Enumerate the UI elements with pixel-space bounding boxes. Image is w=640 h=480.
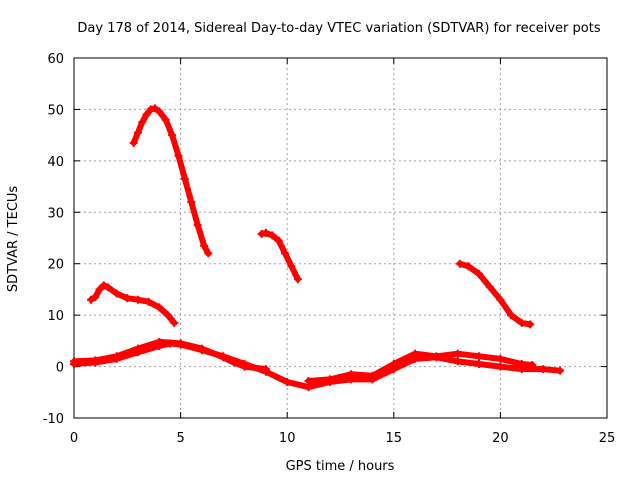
- data-point: [455, 259, 464, 268]
- data-point: [155, 303, 164, 312]
- data-series: [70, 104, 565, 392]
- data-point: [325, 375, 334, 384]
- data-point: [368, 371, 377, 380]
- data-point: [496, 354, 505, 363]
- x-tick-label: 0: [70, 431, 78, 446]
- data-point: [229, 358, 238, 367]
- data-point: [163, 311, 172, 320]
- data-point: [123, 294, 132, 303]
- data-point: [219, 353, 228, 362]
- data-point: [261, 228, 270, 237]
- y-tick-label: 20: [47, 258, 64, 273]
- y-tick-label: -10: [43, 412, 64, 427]
- data-point: [155, 337, 164, 346]
- data-point: [475, 352, 484, 361]
- data-point: [95, 285, 104, 294]
- data-point: [432, 352, 441, 361]
- data-point: [496, 295, 505, 304]
- x-tick-label: 20: [492, 431, 509, 446]
- series-line-arc-left-mid: [88, 282, 178, 326]
- data-point: [283, 378, 292, 386]
- y-tick-label: 60: [47, 52, 64, 67]
- x-tick-label: 10: [279, 431, 296, 446]
- data-point: [180, 174, 189, 183]
- data-point: [91, 293, 100, 302]
- data-point: [507, 311, 516, 320]
- data-point: [112, 352, 121, 361]
- data-point: [347, 370, 356, 379]
- data-point: [240, 362, 249, 371]
- data-point: [517, 318, 526, 327]
- grid-lines: [74, 58, 607, 418]
- data-point: [293, 275, 302, 284]
- data-point: [453, 357, 462, 366]
- data-point: [176, 339, 185, 348]
- data-point: [204, 249, 213, 258]
- data-point: [144, 297, 153, 306]
- data-point: [193, 221, 202, 230]
- data-point: [161, 115, 170, 124]
- data-point: [475, 360, 484, 368]
- data-point: [146, 105, 155, 114]
- data-point: [133, 344, 142, 353]
- data-point: [528, 361, 537, 370]
- data-point: [556, 366, 565, 375]
- data-point: [281, 249, 290, 258]
- data-point: [517, 360, 526, 368]
- data-point: [99, 281, 108, 290]
- x-tick-label: 15: [386, 431, 403, 446]
- x-tick-label: 25: [599, 431, 616, 446]
- data-point: [174, 151, 183, 160]
- x-axis-label: GPS time / hours: [286, 459, 395, 474]
- data-point: [464, 262, 473, 271]
- data-point: [187, 198, 196, 206]
- data-point: [257, 229, 266, 238]
- data-point: [170, 318, 179, 327]
- series-line-arc-high: [130, 105, 212, 257]
- y-tick-label: 10: [47, 309, 64, 324]
- data-point: [138, 118, 147, 127]
- data-point: [155, 107, 164, 116]
- data-point: [151, 104, 160, 113]
- y-axis: -10 0 10 20 30 40 50 60: [43, 52, 607, 427]
- x-axis: 0 5 10 15 20 25: [70, 58, 615, 446]
- data-point: [485, 282, 494, 291]
- data-point: [200, 241, 209, 250]
- data-point: [389, 360, 398, 368]
- series-line-arc-right: [456, 260, 534, 328]
- data-point: [133, 128, 142, 137]
- data-point: [112, 289, 121, 298]
- data-point: [268, 231, 277, 240]
- data-point: [129, 138, 138, 147]
- plot-area: [73, 57, 608, 419]
- y-tick-label: 30: [47, 206, 64, 221]
- data-point: [526, 320, 535, 329]
- data-point: [91, 356, 100, 365]
- data-point: [70, 357, 78, 366]
- data-point: [168, 131, 177, 140]
- data-point: [475, 270, 484, 278]
- y-axis-label: SDTVAR / TECUs: [6, 186, 21, 293]
- y-tick-label: 40: [47, 155, 64, 170]
- data-point: [133, 295, 142, 304]
- data-point: [496, 362, 505, 371]
- data-point: [453, 349, 462, 358]
- data-point: [261, 365, 270, 374]
- plot-frame: [73, 57, 608, 419]
- data-point: [104, 283, 113, 292]
- data-point: [142, 110, 151, 119]
- chart-title: Day 178 of 2014, Sidereal Day-to-day VTE…: [77, 21, 600, 36]
- y-tick-label: 50: [47, 103, 64, 118]
- data-point: [539, 365, 548, 374]
- y-tick-label: 0: [56, 361, 64, 376]
- data-point: [411, 349, 420, 358]
- data-point: [287, 262, 296, 271]
- data-point: [87, 295, 96, 304]
- x-tick-label: 5: [176, 431, 184, 446]
- data-point: [197, 344, 206, 353]
- data-point: [274, 236, 283, 245]
- data-point: [304, 376, 313, 385]
